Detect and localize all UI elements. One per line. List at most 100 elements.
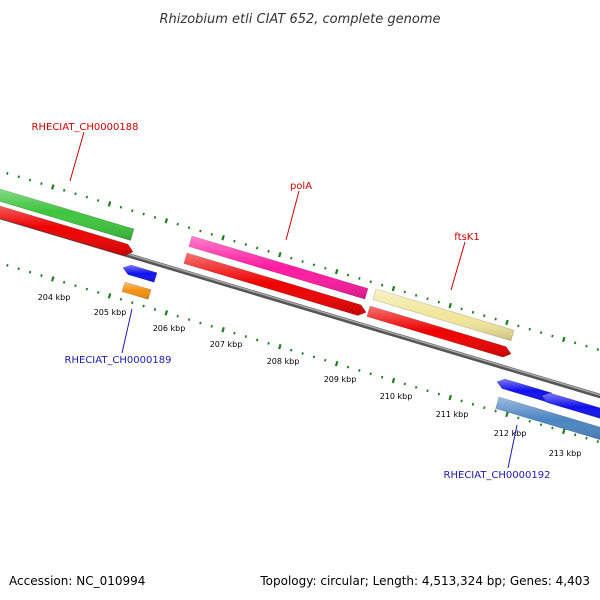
ruler-label: 211 kbp [436, 410, 469, 419]
tick-upper-minor [131, 209, 134, 213]
tick-lower-minor [471, 402, 475, 406]
callout-line-rheciat-ch0000189 [121, 308, 133, 354]
tick-lower-minor [267, 341, 270, 345]
tick-lower-minor [290, 348, 293, 352]
gene-label-ftsk1[interactable]: ftsK1 [454, 232, 479, 243]
callout-line-ftsk1 [450, 241, 466, 291]
tick-upper-major [561, 336, 566, 343]
tick-lower-minor [6, 263, 9, 267]
tick-upper-major [51, 184, 55, 190]
tick-upper-major [221, 235, 225, 241]
tick-lower-major [448, 394, 452, 401]
tick-lower-major [391, 377, 396, 384]
tick-lower-minor [426, 389, 429, 393]
callout-line-rheciat-ch0000188 [69, 131, 85, 182]
tick-upper-minor [585, 344, 588, 348]
tick-upper-minor [528, 327, 531, 331]
gene-features [0, 188, 600, 440]
ruler-label: 210 kbp [380, 392, 413, 401]
tick-upper-minor [369, 280, 372, 284]
tick-upper-minor [17, 175, 20, 179]
tick-lower-minor [131, 301, 134, 305]
tick-upper-minor [324, 266, 327, 270]
ruler-label: 208 kbp [267, 357, 300, 366]
tick-upper-minor [119, 205, 123, 209]
tick-upper-major [107, 201, 112, 207]
tick-lower-minor [358, 369, 361, 372]
ruler-label: 204 kbp [38, 293, 71, 302]
tick-lower-minor [28, 270, 32, 274]
tick-upper-minor [142, 212, 145, 216]
tick-lower-minor [255, 338, 259, 342]
tick-upper-minor [233, 239, 236, 243]
tick-lower-major [334, 360, 339, 367]
tick-lower-minor [176, 314, 179, 318]
tick-upper-minor [426, 297, 429, 301]
tick-lower-minor [414, 385, 418, 389]
tick-lower-minor [85, 287, 89, 291]
tick-lower-minor [437, 392, 441, 396]
gene-feature-shading [0, 188, 134, 241]
tick-lower-minor [517, 416, 520, 420]
ruler-label: 213 kbp [549, 449, 582, 458]
tick-upper-minor [176, 222, 179, 226]
tick-upper-minor [28, 178, 32, 182]
tick-lower-minor [403, 382, 406, 386]
tick-lower-minor [199, 321, 202, 325]
tick-lower-minor [324, 358, 327, 362]
callout-line-pola [285, 190, 300, 241]
tick-upper-major [448, 302, 452, 309]
tick-upper-minor [460, 307, 463, 311]
gene-label-pola[interactable]: polA [290, 181, 312, 192]
tick-upper-minor [85, 195, 89, 199]
tick-upper-minor [153, 216, 157, 219]
gene-feature-shading [372, 289, 514, 341]
tick-upper-minor [380, 283, 384, 287]
gene-feature-shading [122, 282, 151, 300]
tick-upper-minor [40, 182, 43, 185]
tick-upper-minor [210, 232, 213, 236]
tick-upper-major [505, 319, 509, 326]
tick-upper-minor [494, 317, 497, 321]
gene-label-rheciat-ch0000188[interactable]: RHECIAT_CH0000188 [32, 122, 139, 133]
tick-upper-minor [187, 226, 191, 230]
tick-lower-major [51, 276, 55, 282]
tick-lower-minor [494, 409, 497, 413]
tick-lower-major [561, 428, 566, 435]
tick-row-upper [6, 171, 600, 351]
tick-upper-major [334, 268, 339, 275]
tick-upper-minor [346, 273, 350, 277]
gene-feature-shading [0, 205, 133, 256]
gene-label-rheciat-ch0000189[interactable]: RHECIAT_CH0000189 [65, 355, 172, 366]
tick-upper-minor [358, 277, 361, 280]
tick-upper-minor [74, 192, 77, 196]
tick-upper-minor [199, 229, 202, 233]
ruler-label: 206 kbp [153, 324, 186, 333]
ruler-label: 209 kbp [324, 375, 357, 384]
tick-lower-minor [119, 297, 123, 301]
tick-lower-minor [40, 274, 43, 277]
tick-upper-minor [517, 324, 520, 328]
tick-lower-major [107, 293, 112, 299]
gene-feature-shading [366, 306, 512, 358]
tick-lower-minor [312, 355, 316, 359]
tick-upper-minor [483, 314, 486, 318]
tick-upper-minor [96, 199, 100, 202]
tick-row-lower [6, 263, 600, 443]
gene-feature-shading [183, 253, 367, 316]
genome-summary-text: Topology: circular; Length: 4,513,324 bp… [260, 574, 590, 588]
accession-text: Accession: NC_010994 [9, 574, 146, 588]
gene-label-rheciat-ch0000192[interactable]: RHECIAT_CH0000192 [444, 470, 551, 481]
gene-feature-shading [122, 265, 157, 283]
tick-upper-minor [244, 243, 248, 246]
ruler-label: 207 kbp [210, 340, 243, 349]
tick-lower-major [505, 411, 509, 418]
tick-upper-minor [62, 188, 66, 192]
gene-feature-shading [188, 236, 368, 300]
tick-lower-minor [233, 331, 236, 335]
tick-upper-major [164, 218, 169, 224]
tick-lower-major [278, 343, 282, 350]
tick-upper-minor [539, 331, 543, 335]
tick-upper-minor [551, 334, 554, 338]
